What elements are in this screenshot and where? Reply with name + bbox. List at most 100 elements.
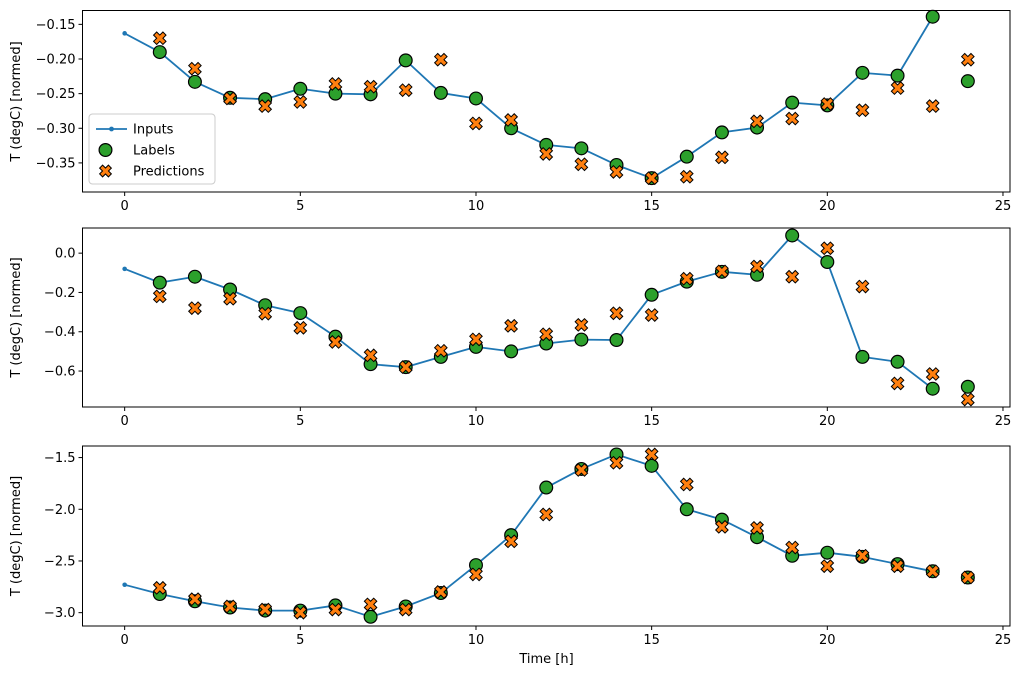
predictions-markers bbox=[152, 241, 975, 407]
predictions-marker bbox=[398, 360, 413, 375]
predictions-marker bbox=[504, 113, 519, 127]
predictions-marker bbox=[820, 559, 835, 574]
labels-circle-icon bbox=[98, 143, 113, 158]
labels-markers bbox=[152, 9, 975, 186]
x-tick-label: 15 bbox=[643, 199, 660, 214]
inputs-dot-icon bbox=[109, 126, 114, 132]
labels-marker bbox=[644, 458, 659, 473]
inputs-line bbox=[122, 452, 936, 620]
predictions-marker bbox=[679, 477, 694, 492]
x-tick-label: 25 bbox=[995, 414, 1012, 429]
labels-marker bbox=[855, 65, 870, 80]
predictions-marker bbox=[679, 169, 694, 184]
labels-marker bbox=[925, 381, 940, 396]
predictions-marker bbox=[293, 320, 308, 335]
predictions-marker bbox=[644, 171, 659, 186]
y-tick-label: −2.5 bbox=[44, 554, 76, 569]
x-tick-label: 25 bbox=[995, 199, 1012, 214]
x-tick-label: 5 bbox=[296, 414, 304, 429]
predictions-marker bbox=[504, 534, 519, 549]
labels-marker bbox=[187, 269, 202, 284]
predictions-marker bbox=[925, 99, 940, 114]
predictions-marker bbox=[714, 264, 729, 279]
predictions-marker bbox=[960, 570, 975, 585]
labels-marker bbox=[433, 85, 448, 100]
y-tick-label: −0.15 bbox=[36, 18, 76, 33]
labels-marker bbox=[363, 609, 378, 624]
inputs-marker bbox=[122, 266, 127, 272]
x-tick-label: 10 bbox=[468, 414, 485, 429]
predictions-marker bbox=[363, 597, 378, 612]
predictions-marker bbox=[855, 548, 870, 563]
x-tick-label: 10 bbox=[468, 633, 485, 648]
predictions-marker bbox=[750, 114, 764, 129]
predictions-marker bbox=[855, 279, 870, 294]
predictions-marker bbox=[785, 269, 800, 284]
inputs-line bbox=[122, 14, 936, 181]
predictions-marker bbox=[750, 520, 764, 535]
axes-frame bbox=[82, 445, 1011, 627]
predictions-marker bbox=[609, 164, 624, 179]
predictions-marker bbox=[960, 392, 975, 407]
predictions-marker bbox=[223, 291, 237, 306]
predictions-marker bbox=[960, 52, 975, 67]
labels-marker bbox=[152, 45, 167, 60]
x-tick-label: 20 bbox=[819, 414, 836, 429]
y-tick-label: −2.0 bbox=[44, 503, 76, 518]
predictions-x-icon bbox=[98, 164, 113, 178]
labels-marker bbox=[574, 141, 589, 156]
predictions-marker bbox=[925, 564, 940, 579]
predictions-marker bbox=[152, 289, 167, 304]
predictions-marker bbox=[187, 301, 202, 316]
predictions-marker bbox=[890, 559, 905, 574]
labels-marker bbox=[293, 306, 308, 321]
labels-marker bbox=[609, 332, 624, 347]
legend-frame bbox=[88, 113, 216, 185]
legend-item-predictions: Predictions bbox=[98, 164, 205, 180]
y-tick-label: −0.20 bbox=[36, 52, 76, 67]
legend-item-label: Predictions bbox=[133, 165, 205, 180]
predictions-marker bbox=[785, 540, 800, 555]
x-tick-label: 15 bbox=[643, 414, 660, 429]
predictions-marker bbox=[469, 332, 483, 347]
predictions-marker bbox=[820, 97, 835, 111]
y-tick-label: −3.0 bbox=[44, 606, 76, 621]
predictions-marker bbox=[328, 602, 343, 617]
legend-item-label: Inputs bbox=[133, 123, 174, 138]
legend-item-labels: Labels bbox=[98, 143, 175, 159]
predictions-marker bbox=[820, 241, 835, 256]
labels-marker bbox=[679, 502, 694, 517]
y-tick-label: −0.25 bbox=[36, 87, 76, 102]
labels-marker bbox=[890, 354, 905, 369]
x-tick-label: 0 bbox=[121, 199, 129, 214]
y-tick-label: 0.0 bbox=[55, 247, 76, 262]
labels-marker bbox=[539, 480, 554, 495]
predictions-marker bbox=[223, 91, 237, 106]
y-tick-label: −0.4 bbox=[44, 325, 76, 340]
predictions-marker bbox=[609, 455, 624, 470]
predictions-marker bbox=[644, 308, 659, 322]
y-tick-label: −0.35 bbox=[36, 156, 76, 171]
inputs-marker bbox=[122, 582, 127, 588]
labels-marker bbox=[960, 74, 975, 89]
legend-item-label: Labels bbox=[133, 144, 175, 159]
predictions-marker bbox=[363, 79, 378, 94]
predictions-marker bbox=[433, 343, 448, 358]
predictions-marker bbox=[223, 599, 237, 614]
predictions-marker bbox=[258, 99, 273, 114]
labels-marker bbox=[504, 344, 519, 359]
labels-marker bbox=[293, 81, 308, 96]
predictions-marker bbox=[574, 317, 589, 332]
x-axis-label: Time [h] bbox=[518, 652, 573, 667]
predictions-marker bbox=[539, 507, 554, 522]
subplot-1: −0.15 −0.20 −0.25 −0.30 −0.35 0 5 10 15 20 25 bbox=[36, 9, 1012, 214]
labels-marker bbox=[785, 228, 800, 243]
predictions-markers bbox=[152, 447, 975, 620]
y-tick-label: −0.30 bbox=[36, 122, 76, 137]
predictions-marker bbox=[433, 585, 448, 599]
predictions-marker bbox=[785, 111, 800, 126]
x-tick-label: 20 bbox=[819, 199, 836, 214]
predictions-marker bbox=[609, 306, 624, 321]
